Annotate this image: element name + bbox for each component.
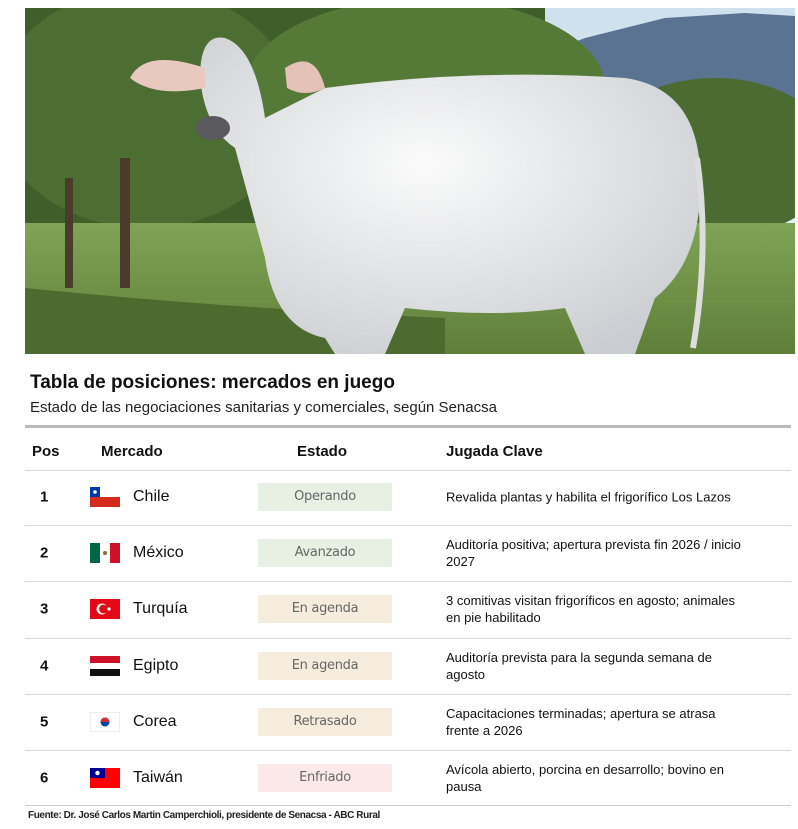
position: 6 — [40, 769, 49, 787]
flag-icon — [90, 711, 120, 732]
column-header: Mercado — [101, 443, 163, 460]
source: Fuente: Dr. José Carlos Martin Camperchi… — [28, 810, 380, 821]
separator — [25, 749, 791, 751]
key-play: Auditoría prevista para la segunda seman… — [446, 649, 712, 682]
flag-icon — [90, 655, 120, 676]
status-badge: Operando — [258, 483, 392, 511]
status-badge: Retrasado — [258, 707, 392, 736]
market: Egipto — [133, 656, 179, 674]
status-badge: En agenda — [258, 651, 392, 680]
separator — [25, 693, 791, 695]
position: 2 — [40, 544, 49, 562]
status-badge: En agenda — [258, 595, 392, 624]
key-play: Revalida plantas y habilita el frigorífi… — [446, 489, 731, 505]
column-header: Pos — [32, 443, 60, 460]
column-header: Estado — [297, 443, 348, 460]
flag-icon — [90, 487, 120, 507]
separator — [25, 470, 791, 471]
flag-icon — [90, 543, 120, 564]
flag-icon — [90, 768, 120, 788]
position: 3 — [40, 600, 49, 618]
status-badge: Enfriado — [258, 764, 392, 792]
photo — [25, 8, 795, 354]
market: Corea — [133, 712, 177, 730]
status-badge: Avanzado — [258, 539, 392, 568]
separator — [25, 637, 791, 639]
separator — [25, 581, 791, 583]
market: Chile — [133, 488, 170, 505]
position: 1 — [40, 488, 49, 506]
column-header: Jugada Clave — [446, 443, 543, 460]
market: Turquía — [133, 600, 188, 618]
separator — [25, 525, 791, 527]
flag-icon — [90, 599, 120, 620]
key-play: 3 comitivas visitan frigoríficos en agos… — [446, 593, 736, 626]
key-play: Auditoría positiva; apertura prevista fi… — [446, 537, 741, 570]
rule — [25, 805, 791, 806]
rule — [25, 425, 791, 428]
key-play: Capacitaciones terminadas; apertura se a… — [446, 705, 716, 738]
key-play: Avícola abierto, porcina en desarrollo; … — [446, 762, 724, 794]
title: Tabla de posiciones: mercados en juego — [30, 372, 395, 393]
market: Taiwán — [133, 769, 183, 786]
position: 5 — [40, 713, 49, 731]
subtitle: Estado de las negociaciones sanitarias y… — [30, 399, 497, 416]
position: 4 — [40, 657, 49, 675]
market: México — [133, 544, 184, 562]
